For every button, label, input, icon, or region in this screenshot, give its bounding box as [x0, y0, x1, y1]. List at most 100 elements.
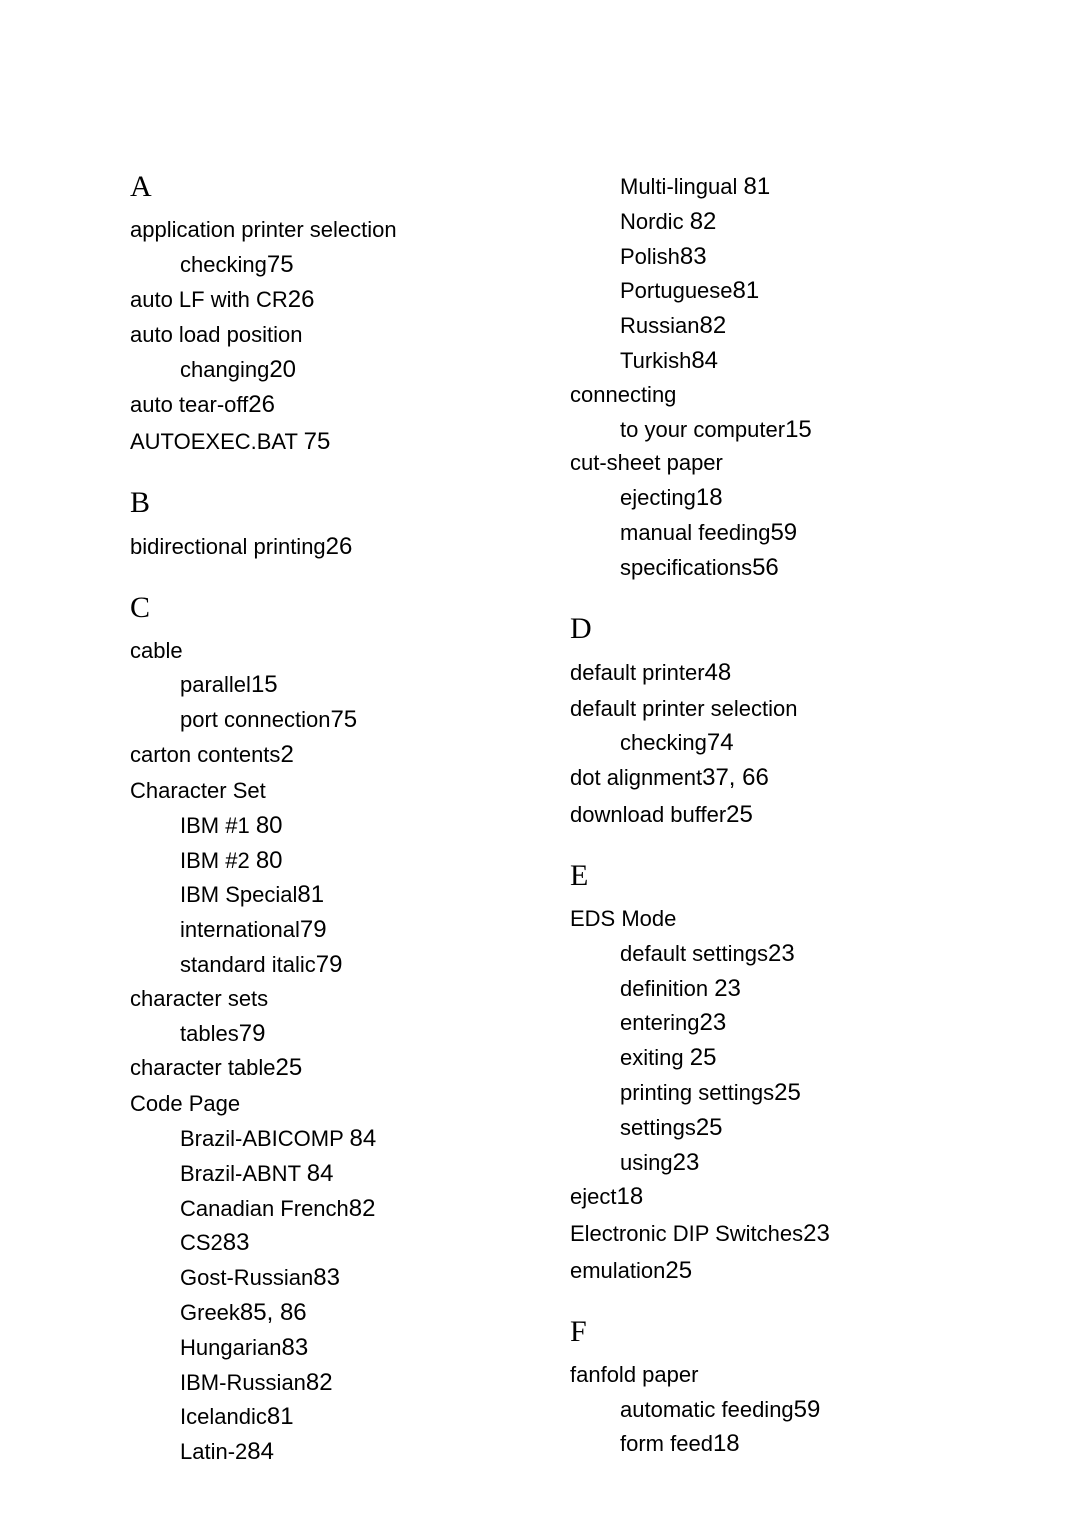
page-ref: 48	[705, 659, 732, 686]
page-ref: 26	[288, 286, 315, 313]
index-subentry: specifications56	[570, 551, 950, 586]
index-subentry: IBM #1 80	[130, 809, 510, 844]
index-entry: download buffer25	[570, 798, 950, 833]
page-ref: 82	[699, 312, 726, 339]
sub-label: Icelandic	[180, 1404, 267, 1429]
index-subentry: Brazil-ABNT 84	[130, 1157, 510, 1192]
sub-label: checking	[180, 252, 267, 277]
sub-label: IBM #1	[180, 813, 256, 838]
page-ref: 84	[247, 1438, 274, 1465]
index-entry: default printer48	[570, 656, 950, 691]
section-letter-d: D	[570, 612, 950, 646]
page-ref: 2	[280, 741, 293, 768]
page-ref: 85, 86	[240, 1299, 307, 1326]
index-subentry: tables79	[130, 1017, 510, 1052]
page-ref: 23	[714, 975, 741, 1002]
page-ref: 82	[690, 208, 717, 235]
left-column: A application printer selection checking…	[130, 170, 510, 1470]
sub-label: Canadian French	[180, 1196, 349, 1221]
page-ref: 25	[665, 1257, 692, 1284]
index-subentry: exiting 25	[570, 1041, 950, 1076]
index-entry: AUTOEXEC.BAT 75	[130, 425, 510, 460]
index-subentry: Multi-lingual 81	[570, 170, 950, 205]
index-columns: A application printer selection checking…	[130, 170, 950, 1470]
section-letter-a: A	[130, 170, 510, 204]
index-entry: character table25	[130, 1051, 510, 1086]
index-entry: fanfold paper	[570, 1359, 950, 1391]
index-entry: EDS Mode	[570, 903, 950, 935]
page-ref: 83	[223, 1229, 250, 1256]
page-ref: 56	[752, 554, 779, 581]
entry-label: emulation	[570, 1258, 665, 1283]
index-entry: cut-sheet paper	[570, 447, 950, 479]
page-ref: 23	[803, 1220, 830, 1247]
sub-label: definition	[620, 976, 714, 1001]
page-ref: 82	[349, 1195, 376, 1222]
index-entry: Character Set	[130, 775, 510, 807]
index-subentry: default settings23	[570, 937, 950, 972]
page-ref: 75	[267, 251, 294, 278]
sub-label: international	[180, 917, 300, 942]
index-subentry: Greek85, 86	[130, 1296, 510, 1331]
sub-label: using	[620, 1150, 673, 1175]
page-ref: 81	[297, 881, 324, 908]
entry-label: AUTOEXEC.BAT	[130, 429, 304, 454]
sub-label: automatic feeding	[620, 1397, 794, 1422]
index-subentry: Nordic 82	[570, 205, 950, 240]
index-entry: Electronic DIP Switches23	[570, 1217, 950, 1252]
page-ref: 25	[690, 1044, 717, 1071]
index-entry: dot alignment37, 66	[570, 761, 950, 796]
sub-label: default settings	[620, 941, 768, 966]
sub-label: specifications	[620, 555, 752, 580]
sub-label: Hungarian	[180, 1335, 282, 1360]
index-subentry: port connection75	[130, 703, 510, 738]
index-subentry: Turkish84	[570, 344, 950, 379]
index-subentry: parallel15	[130, 668, 510, 703]
entry-label: carton contents	[130, 742, 280, 767]
index-subentry: Hungarian83	[130, 1331, 510, 1366]
sub-label: Russian	[620, 313, 699, 338]
index-subentry: form feed18	[570, 1427, 950, 1462]
page-ref: 15	[251, 671, 278, 698]
page-ref: 84	[350, 1125, 377, 1152]
index-entry: Code Page	[130, 1088, 510, 1120]
index-subentry: Latin-284	[130, 1435, 510, 1470]
page-ref: 80	[256, 812, 283, 839]
entry-label: auto tear-off	[130, 392, 248, 417]
index-subentry: ejecting18	[570, 481, 950, 516]
page-ref: 59	[770, 519, 797, 546]
sub-label: exiting	[620, 1045, 690, 1070]
index-subentry: automatic feeding59	[570, 1393, 950, 1428]
page-ref: 25	[276, 1054, 303, 1081]
index-entry: cable	[130, 635, 510, 667]
page-ref: 37, 66	[702, 764, 769, 791]
sub-label: CS2	[180, 1230, 223, 1255]
page-ref: 25	[774, 1079, 801, 1106]
page-ref: 80	[256, 847, 283, 874]
index-subentry: Russian82	[570, 309, 950, 344]
sub-label: Gost-Russian	[180, 1265, 313, 1290]
index-entry: carton contents2	[130, 738, 510, 773]
index-subentry: IBM Special81	[130, 878, 510, 913]
page-ref: 23	[700, 1009, 727, 1036]
index-subentry: printing settings25	[570, 1076, 950, 1111]
sub-label: entering	[620, 1010, 700, 1035]
sub-label: Turkish	[620, 348, 691, 373]
sub-label: Brazil-ABICOMP	[180, 1126, 350, 1151]
page-ref: 81	[733, 277, 760, 304]
index-subentry: checking74	[570, 726, 950, 761]
page-ref: 81	[744, 173, 771, 200]
index-subentry: Icelandic81	[130, 1400, 510, 1435]
section-letter-c: C	[130, 591, 510, 625]
index-subentry: standard italic79	[130, 948, 510, 983]
index-subentry: settings25	[570, 1111, 950, 1146]
page-ref: 82	[306, 1369, 333, 1396]
page-ref: 23	[768, 940, 795, 967]
page-ref: 83	[313, 1264, 340, 1291]
page-ref: 20	[269, 356, 296, 383]
sub-label: Greek	[180, 1300, 240, 1325]
page-ref: 79	[316, 951, 343, 978]
sub-label: Polish	[620, 244, 680, 269]
page-ref: 74	[707, 729, 734, 756]
page-ref: 83	[680, 243, 707, 270]
